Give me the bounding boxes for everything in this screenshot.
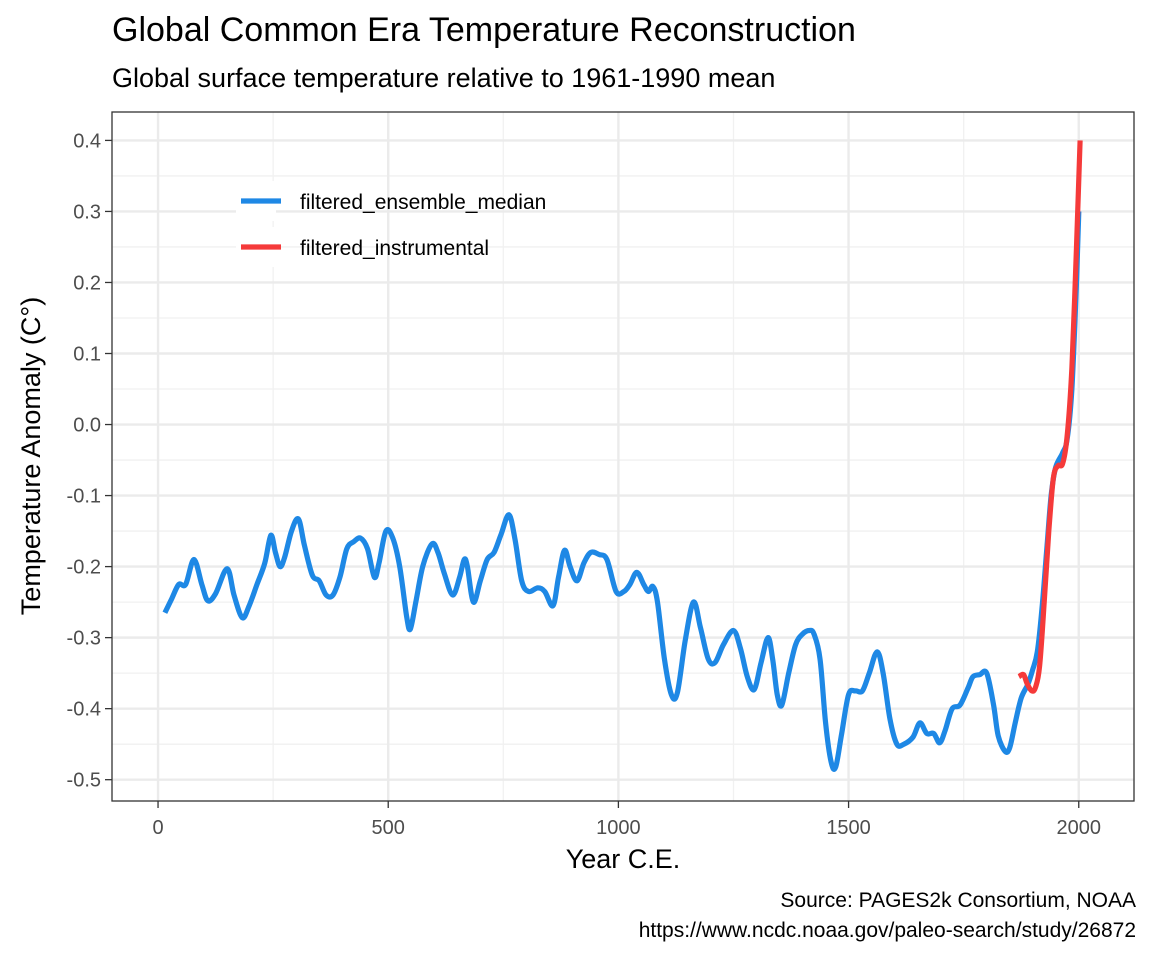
- y-tick-label: -0.1: [67, 486, 101, 508]
- axis-ticks: 0 500 1000 1500 2000 -0.5 -0.4 -0.3 -0.2 -0.1 0.0 0…: [67, 130, 1101, 839]
- panel-border: [111, 111, 1135, 802]
- series-line-filtered-instrumental: [1017, 140, 1083, 694]
- x-tick-label: 1000: [596, 817, 641, 839]
- caption-url[interactable]: https://www.ncdc.noaa.gov/paleo-search/s…: [638, 919, 1136, 942]
- chart-title: Global Common Era Temperature Reconstruc…: [112, 11, 856, 49]
- x-axis-title: Year C.E.: [566, 844, 681, 874]
- grid-major: [112, 112, 1134, 801]
- y-tick-label: -0.3: [67, 628, 101, 650]
- chart-subtitle: Global surface temperature relative to 1…: [112, 63, 776, 93]
- legend-label: filtered_ensemble_median: [300, 191, 546, 214]
- y-axis-title: Temperature Anomaly (C°): [16, 297, 46, 615]
- y-tick-label: 0.3: [73, 201, 101, 223]
- x-tick-label: 500: [372, 817, 405, 839]
- y-tick-label: 0.0: [73, 415, 101, 437]
- x-tick-label: 0: [152, 817, 163, 839]
- legend-label: filtered_instrumental: [300, 237, 489, 260]
- series-line-filtered-ensemble-median: [162, 211, 1082, 772]
- caption-source: Source: PAGES2k Consortium, NOAA: [780, 889, 1136, 912]
- chart-canvas: 0 500 1000 1500 2000 -0.5 -0.4 -0.3 -0.2 -0.1 0.0 0…: [16, 111, 1135, 874]
- y-tick-label: 0.2: [73, 272, 101, 294]
- y-tick-label: -0.5: [67, 770, 101, 792]
- grid-minor: [112, 112, 1134, 801]
- y-tick-label: -0.4: [67, 699, 101, 721]
- series-layer: [162, 140, 1083, 772]
- y-tick-label: -0.2: [67, 557, 101, 579]
- x-tick-label: 1500: [826, 817, 871, 839]
- legend: filtered_ensemble_median filtered_instrum…: [236, 181, 546, 267]
- y-tick-label: 0.4: [73, 130, 101, 152]
- y-tick-label: 0.1: [73, 344, 101, 366]
- x-tick-label: 2000: [1057, 817, 1102, 839]
